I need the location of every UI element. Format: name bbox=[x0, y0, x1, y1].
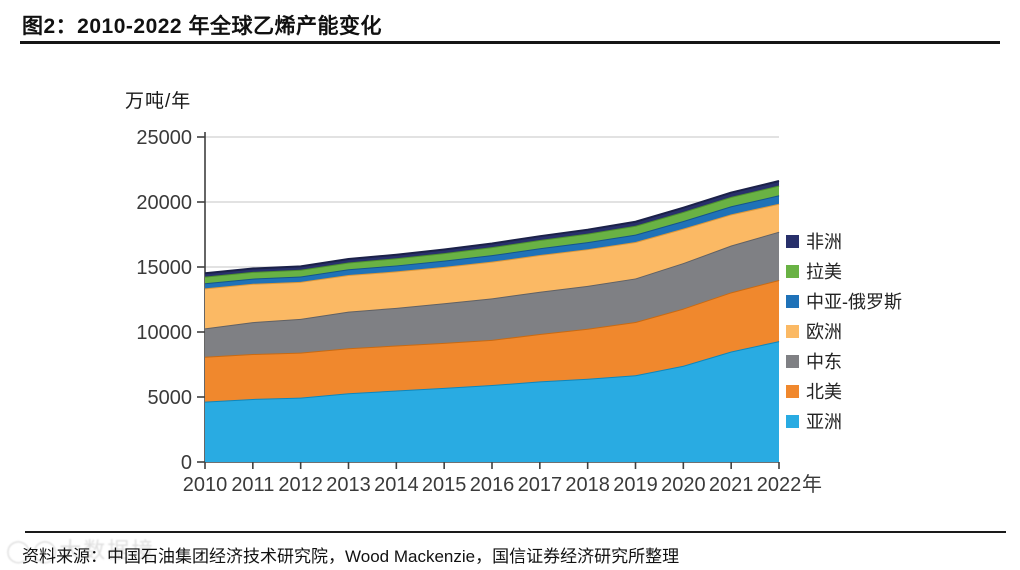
x-tick-label: 2010 bbox=[183, 474, 228, 496]
y-tick-label: 10000 bbox=[136, 322, 192, 344]
legend-label-latin-america: 拉美 bbox=[806, 262, 842, 282]
legend-swatch-north-america bbox=[786, 384, 799, 398]
x-tick-label: 2022 bbox=[757, 474, 802, 496]
legend-swatch-latin-america bbox=[786, 264, 799, 278]
area-edge-africa bbox=[204, 180, 780, 275]
y-tick-label: 0 bbox=[181, 452, 192, 474]
legend-item-asia: 亚洲 bbox=[786, 406, 902, 436]
legend-label-central-asia-russia: 中亚-俄罗斯 bbox=[806, 292, 902, 312]
y-tick-label: 15000 bbox=[136, 257, 192, 279]
y-tick-label: 25000 bbox=[136, 127, 192, 149]
legend-swatch-europe bbox=[786, 324, 799, 338]
area-europe bbox=[205, 203, 779, 329]
x-tick-label: 2019 bbox=[613, 474, 658, 496]
legend-item-latin-america: 拉美 bbox=[786, 256, 902, 286]
x-tick-label: 2021 bbox=[709, 474, 754, 496]
x-tick-label: 2017 bbox=[518, 474, 563, 496]
legend-item-middle-east: 中东 bbox=[786, 346, 902, 376]
area-middle-east bbox=[205, 231, 779, 357]
legend-item-europe: 欧洲 bbox=[786, 316, 902, 346]
legend-item-africa: 非洲 bbox=[786, 226, 902, 256]
x-tick-label: 2013 bbox=[326, 474, 371, 496]
x-tick-label: 2011 bbox=[231, 474, 274, 496]
y-tick-label: 5000 bbox=[148, 387, 193, 409]
x-tick-label: 2018 bbox=[565, 474, 610, 496]
legend-swatch-asia bbox=[786, 414, 799, 428]
footer-divider bbox=[25, 531, 1006, 533]
title-underline bbox=[20, 41, 1000, 44]
legend: 非洲拉美中亚-俄罗斯 欧洲中东北美亚洲 bbox=[786, 226, 902, 436]
figure-title: 图2：2010-2022 年全球乙烯产能变化 bbox=[22, 15, 382, 38]
x-axis-suffix: 年 bbox=[802, 473, 822, 496]
area-asia bbox=[205, 341, 779, 462]
legend-item-central-asia-russia: 中亚-俄罗斯 bbox=[786, 286, 902, 316]
source-note: 资料来源：中国石油集团经济技术研究院，Wood Mackenzie，国信证券经济… bbox=[22, 547, 680, 566]
legend-label-europe: 欧洲 bbox=[806, 322, 842, 342]
x-tick-label: 2014 bbox=[374, 474, 419, 496]
x-tick-label: 2016 bbox=[470, 474, 515, 496]
legend-item-north-america: 北美 bbox=[786, 376, 902, 406]
legend-swatch-central-asia-russia bbox=[786, 294, 799, 308]
legend-swatch-middle-east bbox=[786, 354, 799, 368]
legend-label-asia: 亚洲 bbox=[806, 412, 842, 432]
legend-label-north-america: 北美 bbox=[806, 382, 842, 402]
y-axis-unit-label: 万吨/年 bbox=[125, 91, 192, 112]
legend-swatch-africa bbox=[786, 234, 799, 248]
x-tick-label: 2020 bbox=[661, 474, 706, 496]
legend-label-middle-east: 中东 bbox=[806, 352, 842, 372]
x-tick-label: 2012 bbox=[278, 474, 323, 496]
y-tick-label: 20000 bbox=[136, 192, 192, 214]
legend-label-africa: 非洲 bbox=[806, 232, 842, 252]
area-latin-america bbox=[205, 185, 779, 284]
x-tick-label: 2015 bbox=[422, 474, 467, 496]
